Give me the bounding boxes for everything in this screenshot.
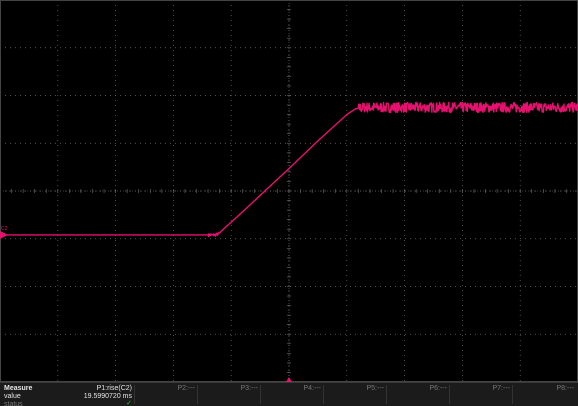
param-label: P1:rise(C2)	[96, 385, 132, 392]
param-label: P2:---	[177, 385, 196, 392]
param-label: P7:---	[492, 385, 511, 392]
trigger-marker-icon	[286, 377, 292, 382]
trace-line	[0, 101, 578, 238]
channel-ground-marker-icon	[0, 230, 8, 239]
channel-marker-label: C2	[1, 226, 8, 232]
param-label: P8:---	[556, 385, 575, 392]
column-divider	[512, 385, 513, 404]
column-divider	[386, 385, 387, 404]
measure-value-row-label: value	[4, 393, 21, 400]
column-divider	[449, 385, 450, 404]
param-value: 19.5990720 ms	[83, 393, 132, 400]
measure-status-row-label: status	[4, 401, 23, 406]
param-label: P4:---	[303, 385, 322, 392]
param-label: P6:---	[429, 385, 448, 392]
param-status-check-icon: ✓	[126, 400, 132, 406]
param-label: P3:---	[240, 385, 259, 392]
column-divider	[197, 385, 198, 404]
measurement-bar: Measure value status P1:rise(C2) 19.5990…	[0, 382, 578, 406]
column-divider	[323, 385, 324, 404]
column-divider	[260, 385, 261, 404]
scope-markers: C2	[0, 226, 292, 382]
param-label: P5:---	[366, 385, 385, 392]
measure-header: Measure	[4, 385, 33, 392]
column-divider	[134, 385, 135, 404]
channel-2-trace	[0, 101, 578, 238]
